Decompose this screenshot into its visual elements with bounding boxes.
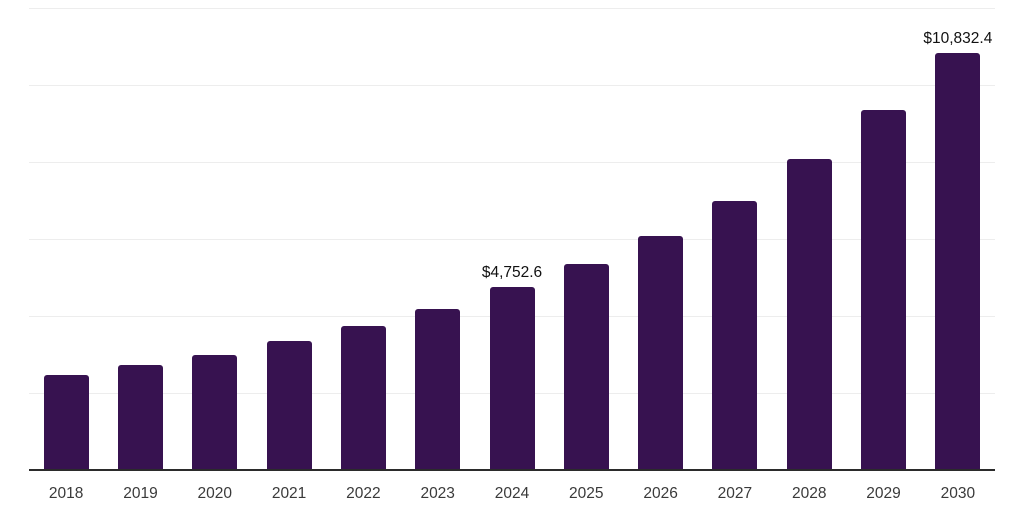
bar-2025: [563, 263, 609, 470]
bar-value-label: $10,832.4: [923, 29, 993, 47]
bar-2026: [638, 235, 684, 470]
x-axis-line: [29, 469, 995, 471]
x-tick-label-2021: 2021: [271, 485, 307, 502]
x-tick-label-2030: 2030: [940, 485, 976, 502]
x-tick-label-2029: 2029: [866, 485, 901, 502]
bar-2029: [861, 110, 907, 470]
bar-2030: [935, 52, 981, 470]
gridline: [29, 162, 995, 163]
x-tick-label-2018: 2018: [48, 485, 84, 502]
x-tick-label-2024: 2024: [494, 485, 530, 502]
bar-value-label: $4,752.6: [481, 264, 543, 282]
x-tick-label-2028: 2028: [791, 485, 827, 502]
gridline: [29, 8, 995, 9]
bar-2018: [43, 374, 89, 470]
bar-2020: [192, 355, 238, 470]
gridline: [29, 85, 995, 86]
bar-2024: [489, 287, 535, 470]
bar-2022: [340, 326, 386, 470]
x-tick-label-2027: 2027: [717, 485, 753, 502]
x-tick-label-2023: 2023: [420, 485, 455, 502]
gridline: [29, 239, 995, 240]
bar-2021: [266, 341, 312, 470]
x-tick-label-2026: 2026: [643, 485, 678, 502]
x-tick-label-2020: 2020: [197, 485, 233, 502]
bar-2028: [786, 159, 832, 470]
bar-2019: [117, 365, 163, 470]
x-tick-label-2022: 2022: [346, 485, 381, 502]
bar-2027: [712, 200, 758, 470]
x-tick-label-2025: 2025: [569, 485, 604, 502]
x-tick-label-2019: 2019: [123, 485, 158, 502]
bar-2023: [415, 309, 461, 470]
